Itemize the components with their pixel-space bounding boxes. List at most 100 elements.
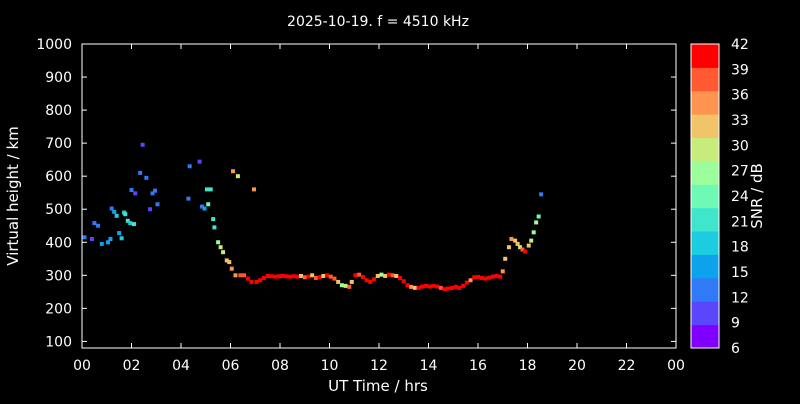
- data-point: [386, 272, 391, 277]
- x-tick-label: 22: [618, 358, 636, 374]
- data-point: [150, 191, 155, 196]
- data-point: [328, 274, 333, 279]
- data-point: [206, 202, 211, 207]
- colorbar-tick-label: 15: [731, 265, 749, 281]
- data-point: [368, 279, 373, 284]
- x-tick-label: 00: [73, 358, 91, 374]
- data-point: [325, 273, 330, 278]
- data-point: [531, 230, 536, 235]
- data-point: [405, 283, 410, 288]
- data-point: [464, 280, 469, 285]
- data-point: [212, 225, 217, 230]
- data-point: [155, 202, 160, 207]
- data-point: [291, 274, 296, 279]
- colorbar-tick-label: 6: [731, 341, 740, 357]
- colorbar-tick-label: 39: [731, 62, 749, 78]
- data-point: [420, 284, 425, 289]
- data-point: [472, 275, 477, 280]
- colorbar-band: [691, 90, 719, 115]
- data-point: [379, 272, 384, 277]
- y-tick-label: 200: [45, 301, 72, 317]
- data-point: [235, 174, 240, 179]
- data-point: [424, 283, 429, 288]
- x-tick-label: 08: [271, 358, 289, 374]
- data-point: [109, 206, 114, 211]
- data-point: [372, 277, 377, 282]
- data-point: [476, 274, 480, 279]
- data-point: [310, 273, 315, 278]
- data-point: [138, 170, 143, 175]
- data-point: [313, 275, 318, 280]
- colorbar-tick-label: 12: [731, 290, 749, 306]
- data-point: [364, 278, 369, 283]
- colorbar-tick-label: 9: [731, 316, 740, 332]
- data-point: [242, 273, 247, 278]
- y-axis-label: Virtual height / km: [4, 126, 22, 265]
- x-tick-label: 10: [321, 358, 339, 374]
- data-point: [221, 250, 226, 255]
- data-point: [125, 218, 130, 223]
- data-point: [280, 273, 285, 278]
- data-point: [208, 187, 213, 192]
- x-tick-label: 14: [420, 358, 438, 374]
- data-point: [321, 273, 326, 278]
- y-tick-label: 100: [45, 334, 72, 350]
- data-point: [513, 238, 518, 243]
- y-axis: 100 200 300 400 500 600 700 800 900 1000: [36, 37, 676, 350]
- data-point: [398, 275, 403, 280]
- colorbar-band: [691, 231, 719, 255]
- data-point: [302, 275, 307, 280]
- data-point: [347, 284, 352, 289]
- data-point: [265, 273, 270, 278]
- colorbar-tick-label: 36: [731, 88, 749, 104]
- data-point: [133, 191, 138, 196]
- colorbar-tick-label: 18: [731, 240, 749, 256]
- data-point: [500, 269, 505, 274]
- data-point: [442, 287, 447, 292]
- data-point: [287, 274, 292, 279]
- data-point: [200, 204, 205, 209]
- data-point: [245, 276, 250, 281]
- data-point: [390, 273, 395, 278]
- data-point: [131, 222, 136, 227]
- data-point: [534, 220, 539, 225]
- data-point: [336, 279, 341, 284]
- colorbar-band: [691, 160, 719, 185]
- data-point: [515, 241, 520, 246]
- data-point: [409, 284, 414, 289]
- data-point: [216, 240, 221, 245]
- data-point: [520, 247, 525, 252]
- y-tick-label: 1000: [36, 37, 72, 53]
- data-point: [276, 274, 281, 279]
- data-point: [306, 274, 311, 279]
- data-point: [332, 276, 337, 281]
- data-point: [317, 275, 322, 280]
- data-point: [438, 285, 443, 290]
- x-axis-label: UT Time / hrs: [328, 377, 428, 395]
- colorbar-band: [691, 324, 719, 349]
- data-point: [506, 245, 511, 250]
- chart-title: 2025-10-19. f = 4510 kHz: [287, 14, 469, 30]
- data-point: [487, 275, 492, 280]
- data-point: [252, 187, 257, 192]
- data-point: [129, 188, 134, 193]
- data-point: [230, 169, 235, 174]
- data-point: [108, 236, 113, 241]
- colorbar-tick-label: 24: [731, 189, 749, 205]
- data-point: [227, 260, 232, 265]
- data-point: [284, 274, 289, 279]
- colorbar-band: [691, 301, 719, 326]
- data-point: [119, 236, 124, 241]
- x-axis: 00 02 04 06 08 10 12 14 16 18 20 22 00: [73, 44, 685, 374]
- colorbar-band: [691, 44, 719, 68]
- y-tick-label: 800: [45, 103, 72, 119]
- data-point: [416, 285, 421, 290]
- data-point: [490, 274, 495, 279]
- data-point: [229, 266, 234, 271]
- data-point: [218, 245, 223, 250]
- data-point: [92, 221, 97, 226]
- data-point: [254, 279, 259, 284]
- data-point: [148, 207, 153, 212]
- data-point: [339, 283, 344, 288]
